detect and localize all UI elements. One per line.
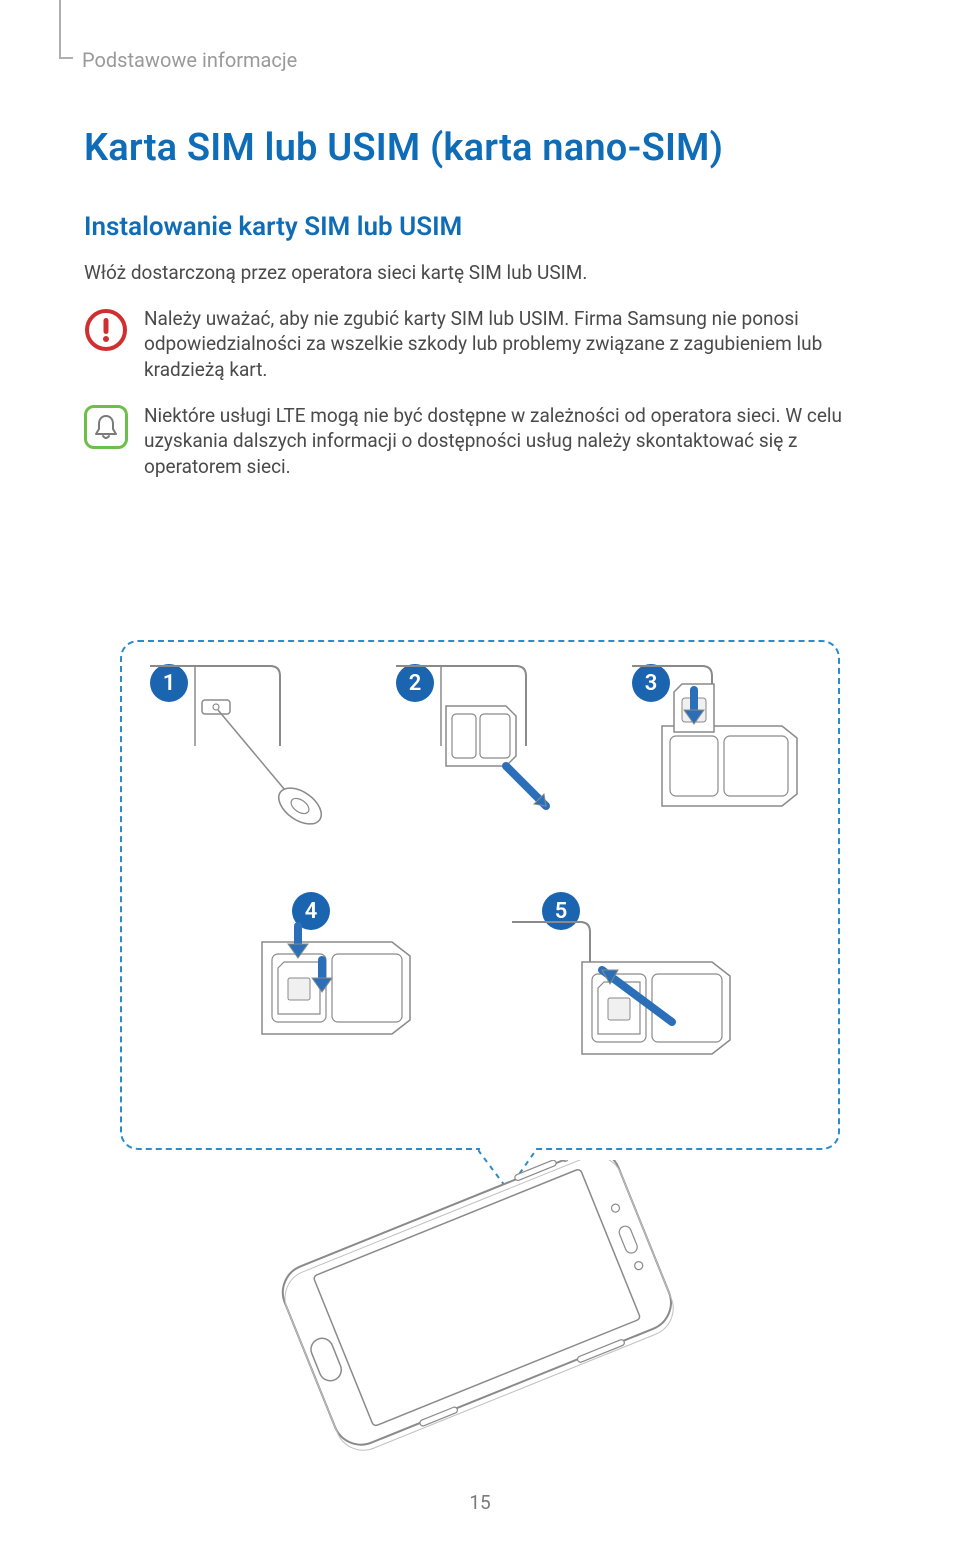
section-label: Podstawowe informacje	[82, 48, 876, 72]
step-3-illustration	[622, 656, 832, 876]
page-subtitle: Instalowanie karty SIM lub USIM	[84, 212, 876, 242]
callout-info-text: Niektóre usługi LTE mogą nie być dostępn…	[144, 403, 876, 480]
intro-text: Włóż dostarczoną przez operatora sieci k…	[84, 260, 876, 286]
steps-diagram: 1 2 3	[120, 640, 840, 1150]
page-title: Karta SIM lub USIM (karta nano-SIM)	[84, 126, 876, 170]
bell-icon	[84, 405, 128, 449]
header-rule-v	[59, 0, 61, 58]
callout-warning-text: Należy uważać, aby nie zgubić karty SIM …	[144, 306, 876, 383]
step-1-illustration	[140, 656, 360, 876]
step-4-illustration	[232, 912, 462, 1092]
callout-warning: Należy uważać, aby nie zgubić karty SIM …	[84, 306, 876, 383]
phone-illustration	[220, 1160, 760, 1500]
header-rule-h	[59, 57, 73, 59]
step-2-illustration	[386, 656, 606, 876]
callout-info: Niektóre usługi LTE mogą nie być dostępn…	[84, 403, 876, 480]
page-number: 15	[0, 1491, 960, 1514]
warning-icon	[84, 308, 128, 352]
step-5-illustration	[502, 912, 782, 1112]
